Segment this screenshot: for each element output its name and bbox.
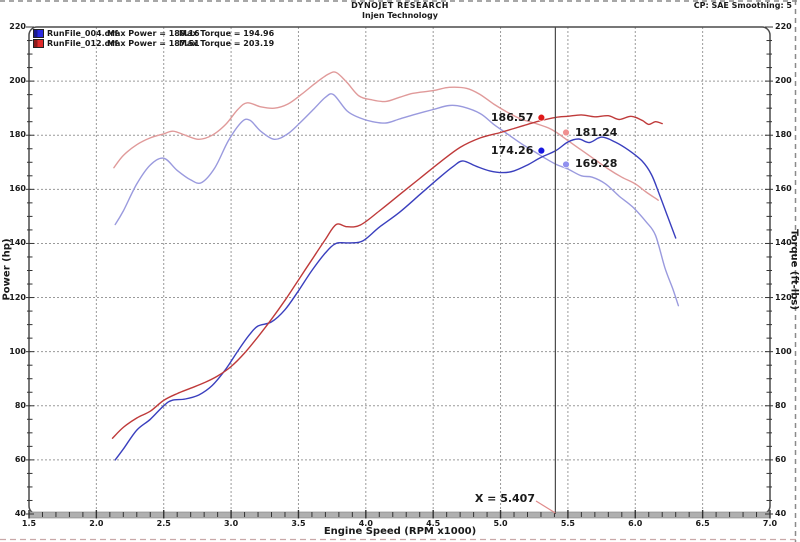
x-tick-label: 4.0 bbox=[358, 519, 373, 528]
curve-runfile-012-torque-ft-lbs- bbox=[113, 71, 659, 201]
curve-runfile-004-power-hp- bbox=[114, 136, 677, 461]
curve-runfile-004-torque-ft-lbs- bbox=[114, 93, 680, 307]
page-subtitle: Injen Technology bbox=[362, 11, 438, 20]
y-tick-label-right: 200 bbox=[775, 76, 792, 86]
marker-dot bbox=[562, 128, 570, 137]
x-tick-label: 2.5 bbox=[156, 519, 171, 528]
x-tick-label: 7.0 bbox=[762, 519, 778, 528]
y-tick-label-left: 220 bbox=[9, 22, 26, 31]
x-tick-label: 6.0 bbox=[628, 519, 643, 528]
legend-swatch-blue-icon bbox=[33, 28, 44, 38]
y-tick-label-left: 100 bbox=[9, 346, 26, 356]
y-tick-label-left: 120 bbox=[9, 292, 26, 302]
legend-max-power-label: Max Power = 180.16 bbox=[107, 28, 200, 38]
curve-runfile-012-power-hp- bbox=[111, 114, 663, 439]
y-tick-label-right: 40 bbox=[775, 509, 787, 518]
marker-label-red-power: 186.57 bbox=[490, 110, 534, 124]
marker-dot bbox=[562, 160, 570, 169]
marker-dot bbox=[537, 146, 546, 155]
x-tick-label: 5.0 bbox=[493, 519, 508, 528]
y-tick-label-right: 180 bbox=[775, 130, 792, 140]
legend-file-label: RunFile_004.drf bbox=[47, 28, 118, 38]
y-tick-label-right: 160 bbox=[775, 184, 792, 194]
x-tick-label: 1.5 bbox=[21, 519, 37, 528]
y-tick-label-right: 140 bbox=[775, 238, 792, 248]
plot-border bbox=[28, 26, 771, 515]
x-tick-label: 3.0 bbox=[223, 519, 239, 528]
y-tick-label-left: 200 bbox=[9, 76, 26, 86]
legend-max-power-label: Max Power = 187.51 bbox=[107, 38, 200, 48]
x-tick-label: 6.5 bbox=[695, 519, 710, 528]
cursor-x-readout: X = 5.407 bbox=[474, 492, 535, 505]
y-tick-label-right: 220 bbox=[775, 22, 792, 31]
page-title: DYNOJET RESEARCH bbox=[351, 1, 449, 10]
x-tick-label: 2.0 bbox=[89, 519, 104, 528]
y-tick-label-left: 140 bbox=[9, 238, 26, 248]
cursor-label-connector bbox=[535, 500, 556, 514]
legend-max-torque-label: Max Torque = 203.19 bbox=[179, 38, 275, 48]
legend-row-run012: RunFile_012.drf Max Power = 187.51 Max T… bbox=[33, 38, 274, 48]
marker-label-blue-torque: 169.28 bbox=[575, 157, 618, 171]
y-tick-label-left: 160 bbox=[9, 184, 26, 194]
legend-max-torque-label: Max Torque = 194.96 bbox=[179, 28, 275, 38]
legend-file-label: RunFile_012.drf bbox=[47, 38, 118, 48]
x-tick-label: 5.5 bbox=[560, 519, 575, 528]
x-axis-band bbox=[28, 511, 771, 519]
legend-row-run004: RunFile_004.drf Max Power = 180.16 Max T… bbox=[33, 28, 274, 38]
marker-label-blue-power: 174.26 bbox=[490, 143, 534, 157]
y-tick-label-right: 80 bbox=[775, 400, 787, 410]
marker-dot bbox=[537, 113, 546, 122]
y-tick-label-right: 100 bbox=[775, 346, 792, 356]
y-tick-label-left: 180 bbox=[9, 130, 26, 140]
y-tick-label-left: 40 bbox=[14, 509, 26, 518]
y-tick-label-right: 60 bbox=[775, 454, 787, 464]
y-tick-label-left: 80 bbox=[14, 400, 26, 410]
x-axis-title: Engine Speed (RPM x1000) bbox=[323, 526, 477, 537]
x-tick-label: 3.5 bbox=[291, 519, 306, 528]
marker-label-red-torque: 181.24 bbox=[575, 125, 618, 139]
y-tick-label-right: 120 bbox=[775, 292, 792, 302]
smoothing-info: CP: SAE Smoothing: 5 bbox=[693, 1, 792, 10]
legend-swatch-red-icon bbox=[33, 38, 44, 48]
x-tick-label: 4.5 bbox=[426, 519, 441, 528]
legend: RunFile_004.drf Max Power = 180.16 Max T… bbox=[33, 28, 274, 48]
y-tick-label-left: 60 bbox=[14, 454, 26, 464]
